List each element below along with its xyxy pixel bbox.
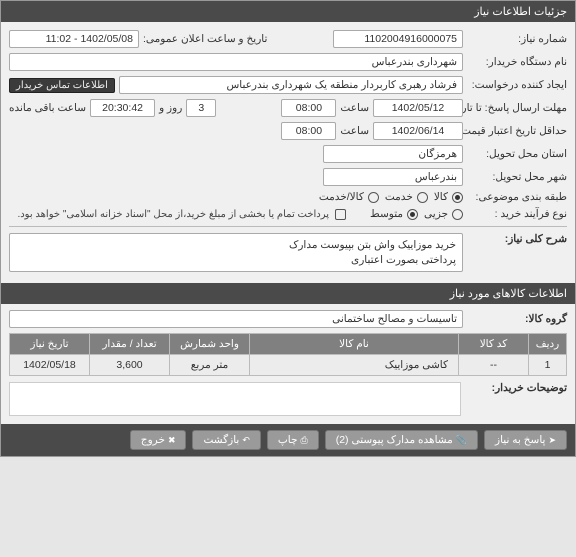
summary-line1: خرید موزاییک واش بتن بپیوست مدارک bbox=[289, 238, 456, 253]
payment-note: پرداخت تمام یا بخشی از مبلغ خرید،از محل … bbox=[17, 209, 329, 220]
th-name: نام کالا bbox=[250, 334, 459, 355]
radio-dot-icon bbox=[368, 192, 379, 203]
print-icon: ⎙ bbox=[300, 435, 307, 446]
validity-time-field: 08:00 bbox=[281, 122, 336, 140]
cell-row: 1 bbox=[529, 355, 567, 376]
details-panel: جزئیات اطلاعات نیاز شماره نیاز: 11020049… bbox=[0, 0, 576, 457]
buyer-org-label: نام دستگاه خریدار: bbox=[486, 56, 567, 68]
attachment-icon: 📎 bbox=[456, 435, 467, 446]
radio-dot-icon bbox=[452, 192, 463, 203]
panel-title: جزئیات اطلاعات نیاز bbox=[1, 1, 575, 22]
separator bbox=[9, 226, 567, 227]
summary-box: خرید موزاییک واش بتن بپیوست مدارک پرداخت… bbox=[9, 233, 463, 272]
radio-small[interactable]: جزیی bbox=[424, 208, 463, 220]
radio-goods[interactable]: کالا bbox=[434, 191, 463, 203]
buyer-notes-box bbox=[9, 382, 461, 416]
category-radio-group: کالا خدمت کالا/خدمت bbox=[319, 191, 463, 203]
checkbox-treasury[interactable] bbox=[333, 209, 346, 220]
purchase-type-label: نوع فرآیند خرید : bbox=[495, 208, 567, 220]
buyer-notes-label: توضیحات خریدار: bbox=[467, 382, 567, 394]
cell-code: -- bbox=[459, 355, 529, 376]
buyer-org-field: شهرداری بندرعباس bbox=[9, 53, 463, 71]
th-unit: واحد شمارش bbox=[170, 334, 250, 355]
city-label: شهر محل تحویل: bbox=[492, 171, 567, 183]
days-label: روز و bbox=[159, 102, 182, 114]
th-qty: تعداد / مقدار bbox=[90, 334, 170, 355]
need-no-label: شماره نیاز: bbox=[518, 33, 567, 45]
action-bar: ➤پاسخ به نیاز 📎مشاهده مدارک پیوستی (2) ⎙… bbox=[1, 424, 575, 456]
table-header-row: ردیف کد کالا نام کالا واحد شمارش تعداد /… bbox=[10, 334, 567, 355]
radio-dot-icon bbox=[452, 209, 463, 220]
purchase-type-radio-group: جزیی متوسط bbox=[370, 208, 463, 220]
print-button[interactable]: ⎙چاپ bbox=[267, 430, 319, 450]
group-label: گروه کالا: bbox=[525, 313, 567, 325]
checkbox-icon bbox=[335, 209, 346, 220]
arrow-icon: ➤ bbox=[548, 435, 556, 446]
cell-unit: متر مربع bbox=[170, 355, 250, 376]
exit-icon: ✖ bbox=[168, 435, 176, 446]
contact-buyer-button[interactable]: اطلاعات تماس خریدار bbox=[9, 78, 115, 93]
cell-need-date: 1402/05/18 bbox=[10, 355, 90, 376]
hour-label-2: ساعت bbox=[340, 125, 369, 137]
time-remaining-field: 20:30:42 bbox=[90, 99, 155, 117]
announce-label: تاریخ و ساعت اعلان عمومی: bbox=[143, 33, 267, 45]
th-need-date: تاریخ نیاز bbox=[10, 334, 90, 355]
back-button[interactable]: ↶بازگشت bbox=[192, 430, 260, 450]
summary-label: شرح کلی نیاز: bbox=[505, 233, 567, 245]
exit-button[interactable]: ✖خروج bbox=[130, 430, 187, 450]
radio-dot-icon bbox=[407, 209, 418, 220]
back-icon: ↶ bbox=[242, 435, 250, 446]
days-remaining-field: 3 bbox=[186, 99, 216, 117]
radio-dot-icon bbox=[417, 192, 428, 203]
requester-label: ایجاد کننده درخواست: bbox=[472, 79, 567, 91]
deadline-time-field: 08:00 bbox=[281, 99, 336, 117]
cell-name: کاشی موزاییک bbox=[250, 355, 459, 376]
remaining-label: ساعت باقی مانده bbox=[9, 102, 86, 114]
need-no-field: 1102004916000075 bbox=[333, 30, 463, 48]
hour-label-1: ساعت bbox=[340, 102, 369, 114]
requester-field: فرشاد رهبری کاربردار منطقه یک شهرداری بن… bbox=[119, 76, 463, 94]
radio-goods-service[interactable]: کالا/خدمت bbox=[319, 191, 379, 203]
deadline-label: مهلت ارسال پاسخ: تا تاریخ: bbox=[449, 102, 567, 114]
items-table: ردیف کد کالا نام کالا واحد شمارش تعداد /… bbox=[9, 333, 567, 376]
table-row[interactable]: 1 -- کاشی موزاییک متر مربع 3,600 1402/05… bbox=[10, 355, 567, 376]
items-section-title: اطلاعات کالاهای مورد نیاز bbox=[1, 283, 575, 304]
category-label: طبقه بندی موضوعی: bbox=[476, 191, 567, 203]
province-label: استان محل تحویل: bbox=[486, 148, 567, 160]
announce-date-field: 1402/05/08 - 11:02 bbox=[9, 30, 139, 48]
validity-date-field: 1402/06/14 bbox=[373, 122, 463, 140]
summary-line2: پرداختی بصورت اعتباری bbox=[351, 253, 456, 268]
deadline-date-field: 1402/05/12 bbox=[373, 99, 463, 117]
province-field: هرمزگان bbox=[323, 145, 463, 163]
group-field: تاسیسات و مصالح ساختمانی bbox=[9, 310, 463, 328]
form-area: شماره نیاز: 1102004916000075 تاریخ و ساع… bbox=[1, 22, 575, 283]
attachments-button[interactable]: 📎مشاهده مدارک پیوستی (2) bbox=[325, 430, 478, 450]
radio-service[interactable]: خدمت bbox=[385, 191, 428, 203]
radio-medium[interactable]: متوسط bbox=[370, 208, 418, 220]
th-code: کد کالا bbox=[459, 334, 529, 355]
city-field: بندرعباس bbox=[323, 168, 463, 186]
cell-qty: 3,600 bbox=[90, 355, 170, 376]
reply-button[interactable]: ➤پاسخ به نیاز bbox=[484, 430, 567, 450]
th-row: ردیف bbox=[529, 334, 567, 355]
